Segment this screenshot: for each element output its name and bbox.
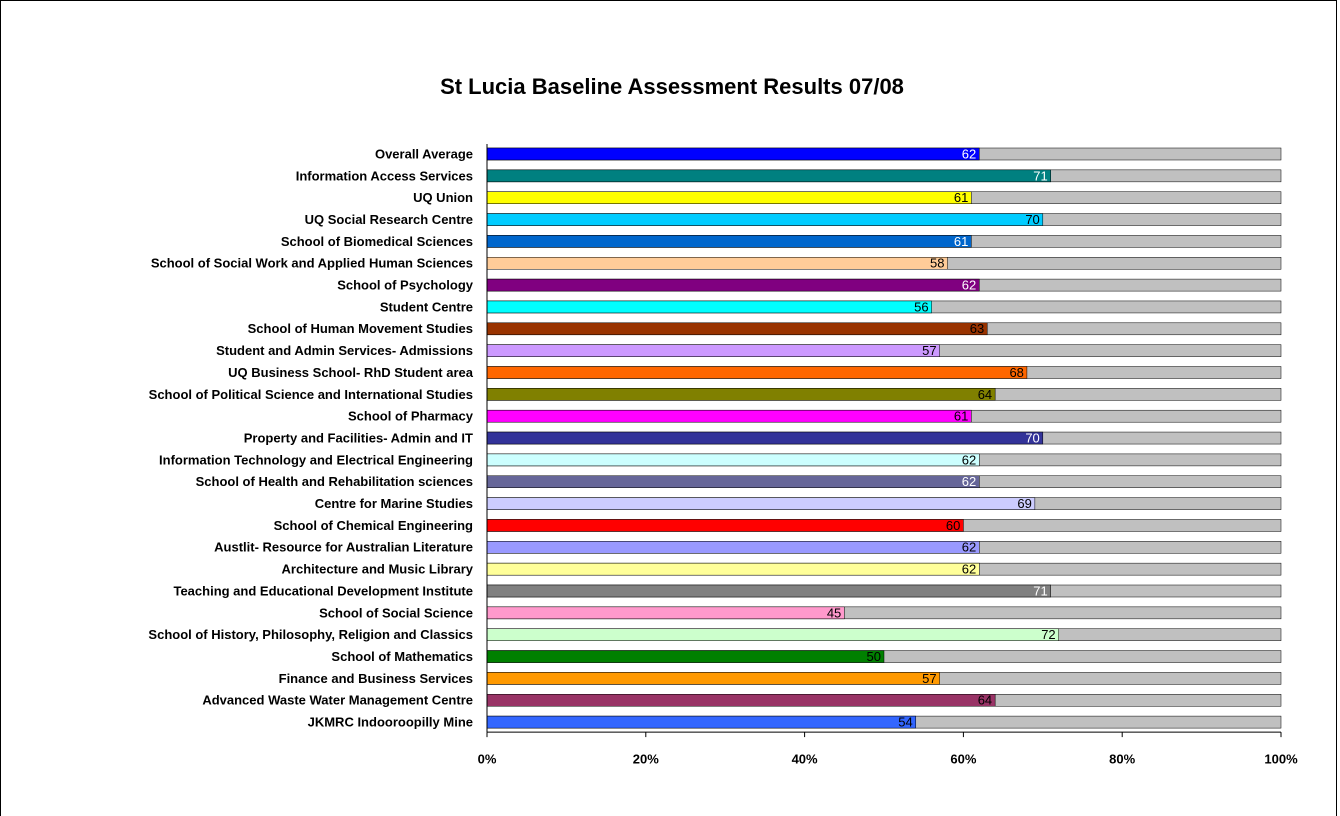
- y-tick-label: Austlit- Resource for Australian Literat…: [214, 540, 473, 555]
- data-label: 62: [962, 278, 976, 293]
- data-label: 60: [946, 518, 960, 533]
- y-tick-label: School of Political Science and Internat…: [149, 387, 473, 402]
- data-label: 57: [922, 671, 936, 686]
- bar: [486, 672, 940, 685]
- x-tick-label: 0%: [478, 751, 497, 766]
- data-label: 45: [827, 605, 841, 620]
- bar: [486, 213, 1044, 226]
- data-label: 54: [898, 715, 912, 730]
- data-label: 61: [954, 409, 968, 424]
- data-label: 64: [978, 693, 992, 708]
- bar: [486, 475, 980, 488]
- data-label: 62: [962, 452, 976, 467]
- bar: [486, 606, 845, 620]
- y-tick-label: Student and Admin Services- Admissions: [216, 343, 473, 358]
- x-tick-label: 60%: [950, 751, 976, 766]
- y-tick-label: UQ Union: [413, 190, 473, 205]
- y-tick-label: Information Access Services: [296, 168, 473, 183]
- data-label: 57: [922, 343, 936, 358]
- data-label: 62: [962, 146, 976, 161]
- data-label: 61: [954, 234, 968, 249]
- bar: [486, 191, 972, 204]
- bar: [486, 541, 980, 554]
- bar: [486, 388, 996, 401]
- y-tick-label: Centre for Marine Studies: [315, 496, 473, 511]
- data-label: 62: [962, 540, 976, 555]
- y-tick-label: School of Pharmacy: [348, 409, 474, 424]
- data-label: 71: [1033, 583, 1047, 598]
- bar: [486, 519, 964, 532]
- data-label: 68: [1009, 365, 1023, 380]
- y-tick-label: Finance and Business Services: [279, 671, 473, 686]
- data-label: 62: [962, 562, 976, 577]
- bar: [486, 147, 980, 161]
- bar: [486, 628, 1059, 641]
- y-tick-label: School of Social Science: [319, 605, 473, 620]
- y-tick-label: Overall Average: [375, 146, 473, 161]
- bar: [486, 366, 1028, 379]
- bar: [486, 694, 996, 707]
- y-tick-label: School of History, Philosophy, Religion …: [148, 627, 473, 642]
- y-tick-label: UQ Social Research Centre: [305, 212, 473, 227]
- data-label: 70: [1025, 430, 1039, 445]
- bar: [486, 300, 932, 314]
- y-tick-label: Architecture and Music Library: [282, 562, 474, 577]
- data-label: 72: [1041, 627, 1055, 642]
- bar: [486, 278, 980, 292]
- bar: [486, 235, 972, 248]
- bar: [486, 453, 980, 467]
- y-tick-label: Property and Facilities- Admin and IT: [244, 430, 473, 445]
- y-tick-label: School of Mathematics: [331, 649, 473, 664]
- y-tick-label: UQ Business School- RhD Student area: [228, 365, 474, 380]
- y-tick-label: School of Human Movement Studies: [248, 321, 473, 336]
- data-label: 71: [1033, 168, 1047, 183]
- x-tick-label: 100%: [1264, 751, 1298, 766]
- bar: [486, 409, 972, 423]
- y-tick-label: School of Psychology: [337, 278, 474, 293]
- bar: [486, 497, 1036, 510]
- y-tick-label: JKMRC Indooroopilly Mine: [308, 715, 473, 730]
- bar: [486, 257, 948, 270]
- y-tick-label: Advanced Waste Water Management Centre: [202, 693, 473, 708]
- data-label: 62: [962, 474, 976, 489]
- x-tick-label: 20%: [633, 751, 659, 766]
- data-label: 56: [914, 299, 928, 314]
- bar: [486, 322, 988, 336]
- y-tick-label: School of Biomedical Sciences: [281, 234, 473, 249]
- data-label: 63: [970, 321, 984, 336]
- bar: [486, 584, 1051, 598]
- bar: [486, 562, 980, 576]
- y-tick-label: Student Centre: [380, 299, 473, 314]
- data-label: 69: [1017, 496, 1031, 511]
- y-tick-label: School of Health and Rehabilitation scie…: [196, 474, 473, 489]
- data-label: 50: [867, 649, 881, 664]
- data-label: 61: [954, 190, 968, 205]
- bar: [486, 169, 1051, 183]
- y-tick-label: School of Social Work and Applied Human …: [151, 256, 473, 271]
- bar: [486, 431, 1044, 445]
- y-tick-label: Information Technology and Electrical En…: [159, 452, 473, 467]
- chart-title: St Lucia Baseline Assessment Results 07/…: [440, 74, 904, 99]
- y-tick-label: Teaching and Educational Development Ins…: [173, 583, 473, 598]
- bar: [486, 650, 885, 663]
- data-label: 58: [930, 256, 944, 271]
- data-label: 70: [1025, 212, 1039, 227]
- x-tick-label: 80%: [1109, 751, 1135, 766]
- x-tick-label: 40%: [792, 751, 818, 766]
- bar: [486, 344, 940, 357]
- bar: [486, 715, 917, 729]
- data-label: 64: [978, 387, 992, 402]
- y-tick-label: School of Chemical Engineering: [274, 518, 473, 533]
